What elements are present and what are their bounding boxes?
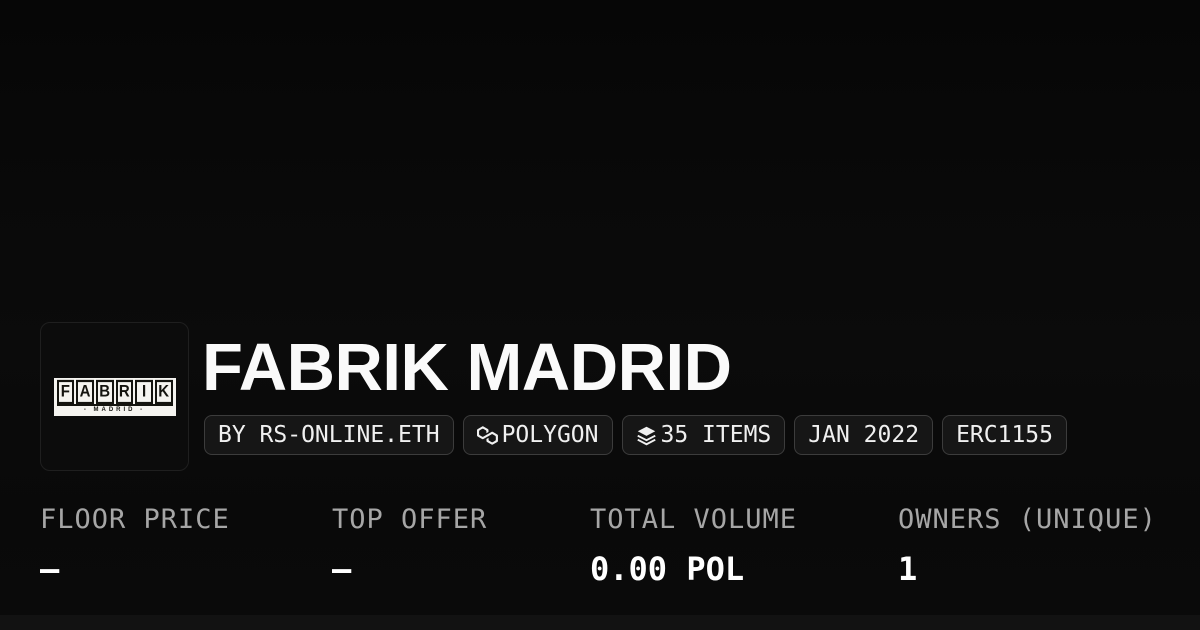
stat-top-offer: TOP OFFER —	[332, 504, 590, 588]
stat-label: TOP OFFER	[332, 504, 488, 535]
stat-value: —	[332, 550, 352, 588]
creator-badge[interactable]: BY RS-ONLINE.ETH	[204, 415, 454, 455]
chain-badge-label: POLYGON	[501, 422, 599, 448]
logo-letter: B	[95, 379, 114, 404]
page-title: FABRIK MADRID	[202, 330, 732, 405]
logo-letter: R	[115, 379, 134, 404]
layers-icon	[636, 425, 657, 446]
chain-badge[interactable]: POLYGON	[462, 415, 613, 455]
logo-letters: F A B R I K	[56, 379, 174, 404]
stat-floor-price: FLOOR PRICE —	[40, 504, 332, 588]
logo-letter: A	[76, 379, 94, 404]
stats-row: FLOOR PRICE — TOP OFFER — TOTAL VOLUME 0…	[40, 504, 1180, 588]
stat-label: FLOOR PRICE	[40, 504, 230, 535]
creator-badge-label: BY RS-ONLINE.ETH	[218, 422, 440, 448]
bottom-accent-strip	[0, 615, 1200, 630]
fabrik-logo-mark: F A B R I K - MADRID -	[53, 377, 176, 416]
stat-label: TOTAL VOLUME	[590, 504, 798, 535]
logo-subtitle: - MADRID -	[56, 403, 173, 413]
items-badge-label: 35 ITEMS	[660, 422, 772, 448]
badge-row: BY RS-ONLINE.ETH POLYGON 35 ITEMS JAN 20…	[204, 415, 1067, 455]
collection-logo: F A B R I K - MADRID -	[40, 322, 189, 471]
date-badge-label: JAN 2022	[808, 422, 920, 448]
logo-letter: I	[135, 379, 153, 404]
polygon-icon	[476, 425, 498, 445]
stat-total-volume: TOTAL VOLUME 0.00 POL	[590, 504, 898, 588]
stat-value: 1	[898, 550, 918, 588]
items-badge[interactable]: 35 ITEMS	[621, 415, 786, 455]
stat-value: —	[40, 550, 60, 588]
date-badge[interactable]: JAN 2022	[794, 415, 934, 455]
standard-badge[interactable]: ERC1155	[942, 415, 1067, 455]
logo-letter: F	[56, 379, 75, 404]
logo-letter: K	[154, 379, 173, 404]
stat-label: OWNERS (UNIQUE)	[898, 504, 1157, 535]
stat-owners: OWNERS (UNIQUE) 1	[898, 504, 1180, 588]
stat-value: 0.00 POL	[590, 550, 745, 588]
standard-badge-label: ERC1155	[956, 422, 1053, 448]
